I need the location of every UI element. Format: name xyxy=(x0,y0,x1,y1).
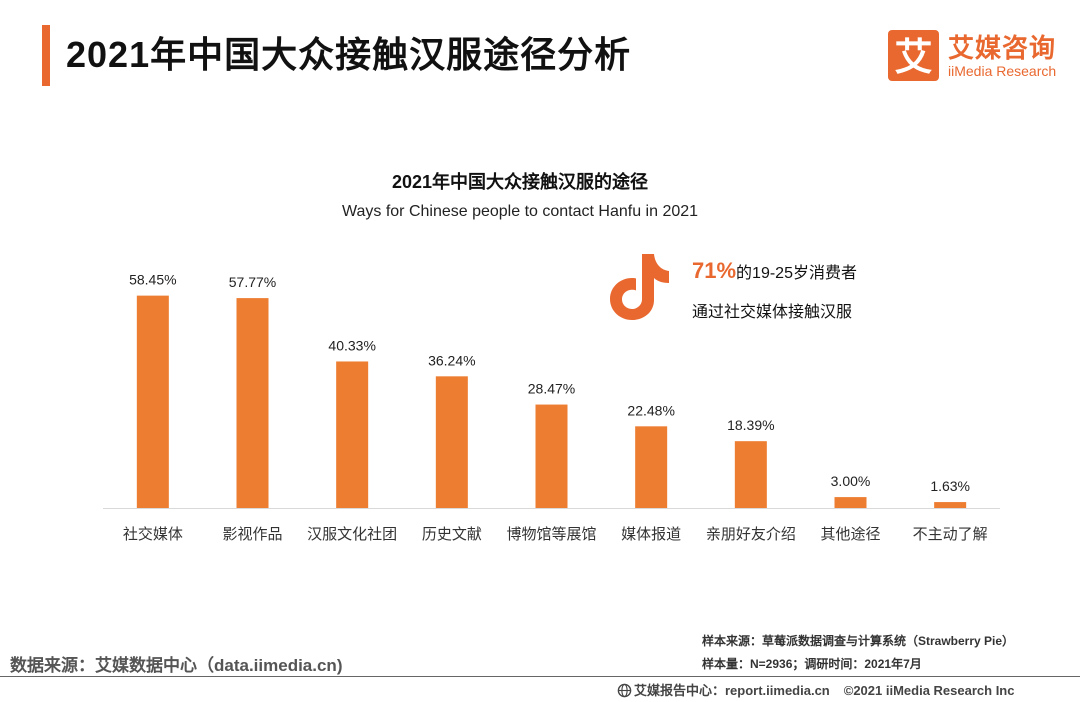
sample-source: 样本来源：草莓派数据调查与计算系统（Strawberry Pie） xyxy=(702,634,1015,648)
page-title: 2021年中国大众接触汉服途径分析 xyxy=(66,34,632,75)
bar-3 xyxy=(435,376,468,508)
iimedia-logo: 艾 艾媒咨询 iiMedia Research xyxy=(888,30,1063,84)
logo-text-en: iiMedia Research xyxy=(948,63,1057,79)
copyright: ©2021 iiMedia Research Inc xyxy=(843,683,1015,698)
callout-line1-rest: 的19-25岁消费者 xyxy=(736,265,857,282)
x-tick-label-2: 汉服文化社团 xyxy=(307,526,397,543)
data-source: 数据来源：艾媒数据中心（data.iimedia.cn) xyxy=(10,656,343,675)
bar-1 xyxy=(236,298,269,508)
data-label-2: 40.33% xyxy=(328,337,375,353)
logo-mark-glyph: 艾 xyxy=(894,35,932,79)
footer-text: 艾媒报告中心：report.iimedia.cn ©2021 iiMedia Re… xyxy=(617,680,1014,699)
x-tick-label-7: 其他途径 xyxy=(820,526,880,543)
sample-size: 样本量：N=2936；调研时间：2021年7月 xyxy=(702,657,922,671)
x-tick-label-1: 影视作品 xyxy=(222,526,282,543)
globe-icon xyxy=(617,683,632,698)
bar-8 xyxy=(934,502,967,508)
chart-subtitle: Ways for Chinese people to contact Hanfu… xyxy=(341,203,699,220)
data-label-3: 36.24% xyxy=(428,352,475,368)
logo-text-cn: 艾媒咨询 xyxy=(948,33,1057,63)
data-label-0: 58.45% xyxy=(129,272,176,288)
data-label-6: 18.39% xyxy=(727,417,774,433)
bar-4 xyxy=(535,404,568,508)
callout-text-line1: 71%的19-25岁消费者 xyxy=(692,258,857,284)
x-tick-label-8: 不主动了解 xyxy=(913,526,988,543)
bar-6 xyxy=(734,441,767,508)
bar-0 xyxy=(136,295,169,508)
data-label-8: 1.63% xyxy=(930,478,970,494)
bar-7 xyxy=(834,497,867,508)
x-tick-label-6: 亲朋好友介绍 xyxy=(706,526,796,543)
data-label-4: 28.47% xyxy=(528,381,575,397)
footer-divider xyxy=(0,676,1080,677)
data-label-1: 57.77% xyxy=(229,274,276,290)
data-label-7: 3.00% xyxy=(831,473,871,489)
x-tick-label-3: 历史文献 xyxy=(422,526,482,543)
x-tick-label-5: 媒体报道 xyxy=(621,526,681,543)
tiktok-icon xyxy=(608,250,670,322)
data-label-5: 22.48% xyxy=(627,402,674,418)
logo-mark: 艾 xyxy=(888,30,939,81)
x-tick-label-0: 社交媒体 xyxy=(123,525,183,543)
report-center-link[interactable]: 艾媒报告中心：report.iimedia.cn xyxy=(634,683,830,698)
title-accent-bar xyxy=(42,25,50,86)
chart-title: 2021年中国大众接触汉服的途径 xyxy=(391,172,649,192)
callout-percent: 71% xyxy=(692,258,737,283)
bar-2 xyxy=(336,361,369,508)
bar-5 xyxy=(635,426,668,508)
x-tick-label-4: 博物馆等展馆 xyxy=(506,525,596,543)
callout-text-line2: 通过社交媒体接触汉服 xyxy=(692,304,853,321)
